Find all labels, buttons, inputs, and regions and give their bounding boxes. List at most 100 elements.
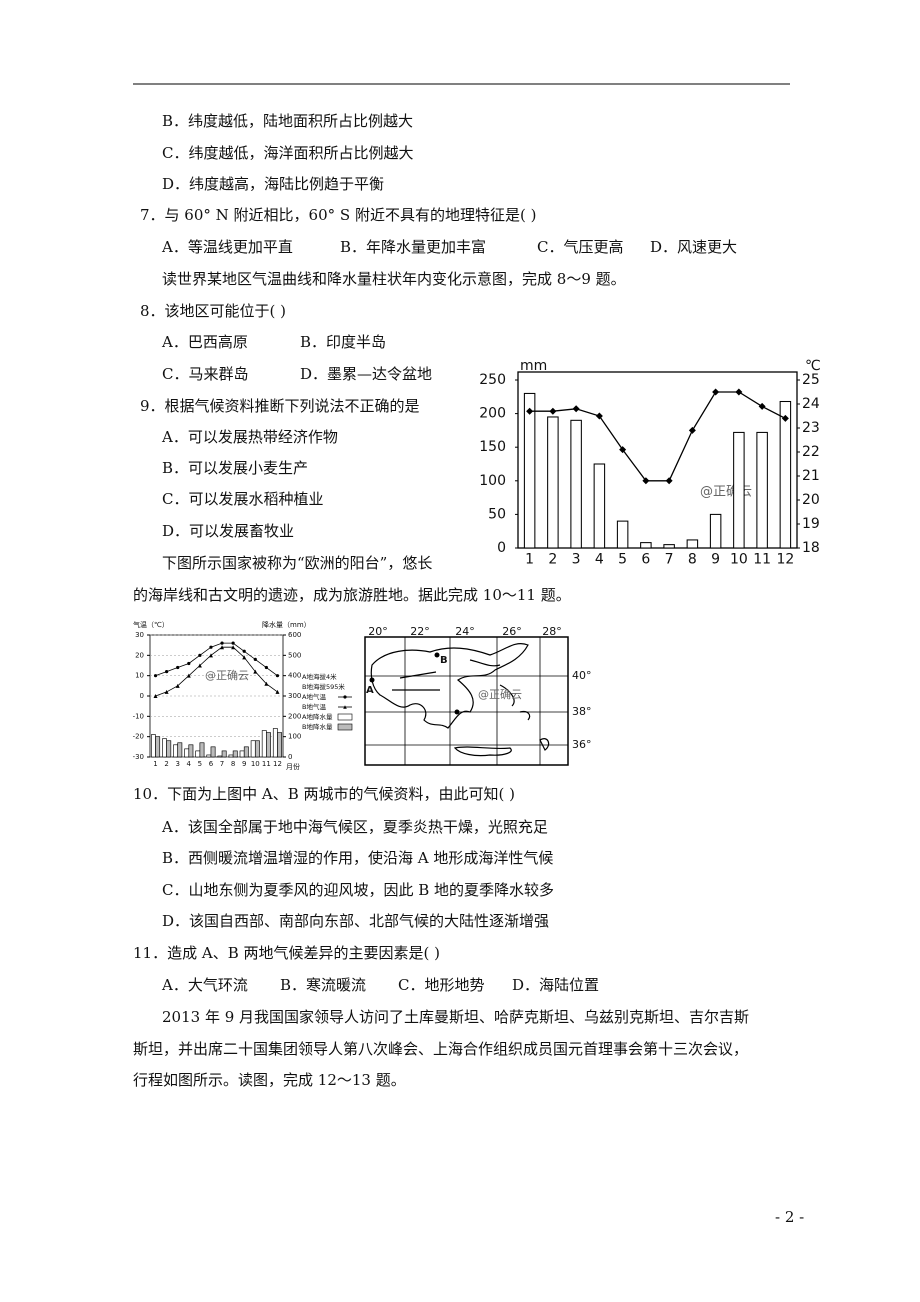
y2-tick-label: 25 (802, 372, 820, 388)
latitude-label: 36° (572, 738, 592, 751)
legend-label: B地气温 (302, 702, 326, 711)
option: D．海陆位置 (512, 976, 599, 994)
x-tick-label: 4 (595, 551, 604, 567)
marker (665, 477, 673, 485)
marker (253, 657, 257, 662)
y-tick-label: 20 (135, 651, 144, 659)
x-tick-label: 4 (187, 760, 192, 768)
bar (210, 746, 216, 758)
bar (277, 732, 282, 758)
text-line: D．该国自西部、南部向东部、北部气候的大陆性逐渐增强 (162, 912, 549, 930)
city-a (369, 677, 375, 683)
plot-frame (517, 371, 798, 549)
y-axis-label: 气温（℃） (133, 620, 169, 629)
x-tick-label: 6 (209, 760, 214, 768)
text-line: D．纬度越高，海陆比例趋于平衡 (162, 175, 384, 193)
marker (758, 402, 766, 410)
y2-tick-label: 23 (802, 420, 820, 436)
city-b (434, 652, 440, 658)
y-tick-label: 250 (479, 372, 506, 388)
bar (206, 754, 212, 758)
y-tick-label: 0 (140, 692, 144, 700)
page-number: - 2 - (775, 1208, 804, 1226)
marker (712, 388, 720, 396)
marker (153, 694, 158, 698)
place-label: A (366, 685, 374, 696)
y2-axis-label: 降水量（mm） (262, 620, 311, 629)
marker (264, 665, 268, 670)
y2-tick-label: 19 (802, 516, 820, 532)
text-line: C．山地东侧为夏季风的迎风坡，因此 B 地的夏季降水较多 (162, 881, 554, 899)
text-line: 7．与 60° N 附近相比，60° S 附近不具有的地理特征是( ) (140, 206, 536, 224)
marker (549, 407, 557, 415)
bar (261, 730, 267, 758)
y2-axis-label: ℃ (805, 358, 821, 374)
legend-label: A地降水量 (302, 712, 333, 721)
map-frame (364, 636, 569, 766)
coastline (370, 643, 550, 757)
y2-tick-label: 21 (802, 468, 820, 484)
marker (642, 477, 650, 485)
x-tick-label: 2 (548, 551, 557, 567)
line (529, 391, 786, 482)
bar (184, 748, 190, 758)
x-tick-label: 7 (220, 760, 224, 768)
y2-tick-label: 0 (288, 753, 292, 761)
y-tick-label: 10 (135, 672, 144, 680)
marker (175, 683, 180, 688)
watermark: @正确云 (205, 669, 249, 682)
legend-label: A地气温 (302, 692, 326, 701)
x-tick-label: 8 (231, 760, 235, 768)
y2-tick-label: 300 (288, 692, 301, 700)
marker (231, 641, 235, 645)
y2-tick-label: 20 (802, 492, 820, 508)
bar (640, 542, 652, 549)
bar (266, 732, 271, 758)
marker (198, 653, 202, 657)
marker (781, 414, 789, 422)
x-tick-label: 11 (753, 551, 771, 567)
x-tick-label: 1 (525, 551, 534, 567)
bar (221, 750, 227, 758)
bar (593, 463, 606, 549)
bar (232, 750, 238, 758)
longitude-label: 22° (410, 625, 430, 638)
marker (197, 663, 202, 668)
y-tick-label: 50 (488, 506, 506, 522)
legend-swatch (337, 723, 353, 731)
marker (187, 661, 191, 666)
map (364, 636, 569, 766)
bar (616, 520, 629, 549)
option: A．等温线更加平直 (161, 238, 293, 256)
marker (176, 665, 180, 670)
x-tick-label: 3 (572, 551, 581, 567)
marker (153, 674, 158, 678)
bar (663, 544, 675, 549)
x-tick-label: 8 (688, 551, 697, 567)
option: C．气压更高 (537, 238, 623, 256)
marker (275, 674, 280, 678)
text-line: 2013 年 9 月我国国家领导人访问了土库曼斯坦、哈萨克斯坦、乌兹别克斯坦、吉… (162, 1008, 749, 1026)
x-tick-label: 6 (641, 551, 650, 567)
marker (165, 670, 169, 674)
marker (209, 645, 213, 649)
x-tick-label: 3 (175, 760, 179, 768)
bar (250, 740, 256, 758)
option: C．地形地势 (398, 976, 484, 994)
bar (239, 750, 245, 758)
x-tick-label: 2 (164, 760, 168, 768)
bar (779, 400, 792, 549)
y-tick-label: -20 (133, 733, 144, 741)
bar (217, 755, 223, 758)
bar (523, 392, 536, 549)
place-label: B (440, 655, 448, 666)
marker (735, 388, 743, 396)
text-line: B．可以发展小麦生产 (162, 459, 308, 477)
marker (164, 689, 169, 694)
bar (151, 734, 156, 758)
bar (254, 740, 260, 758)
bar (188, 744, 194, 758)
capital (454, 709, 460, 715)
